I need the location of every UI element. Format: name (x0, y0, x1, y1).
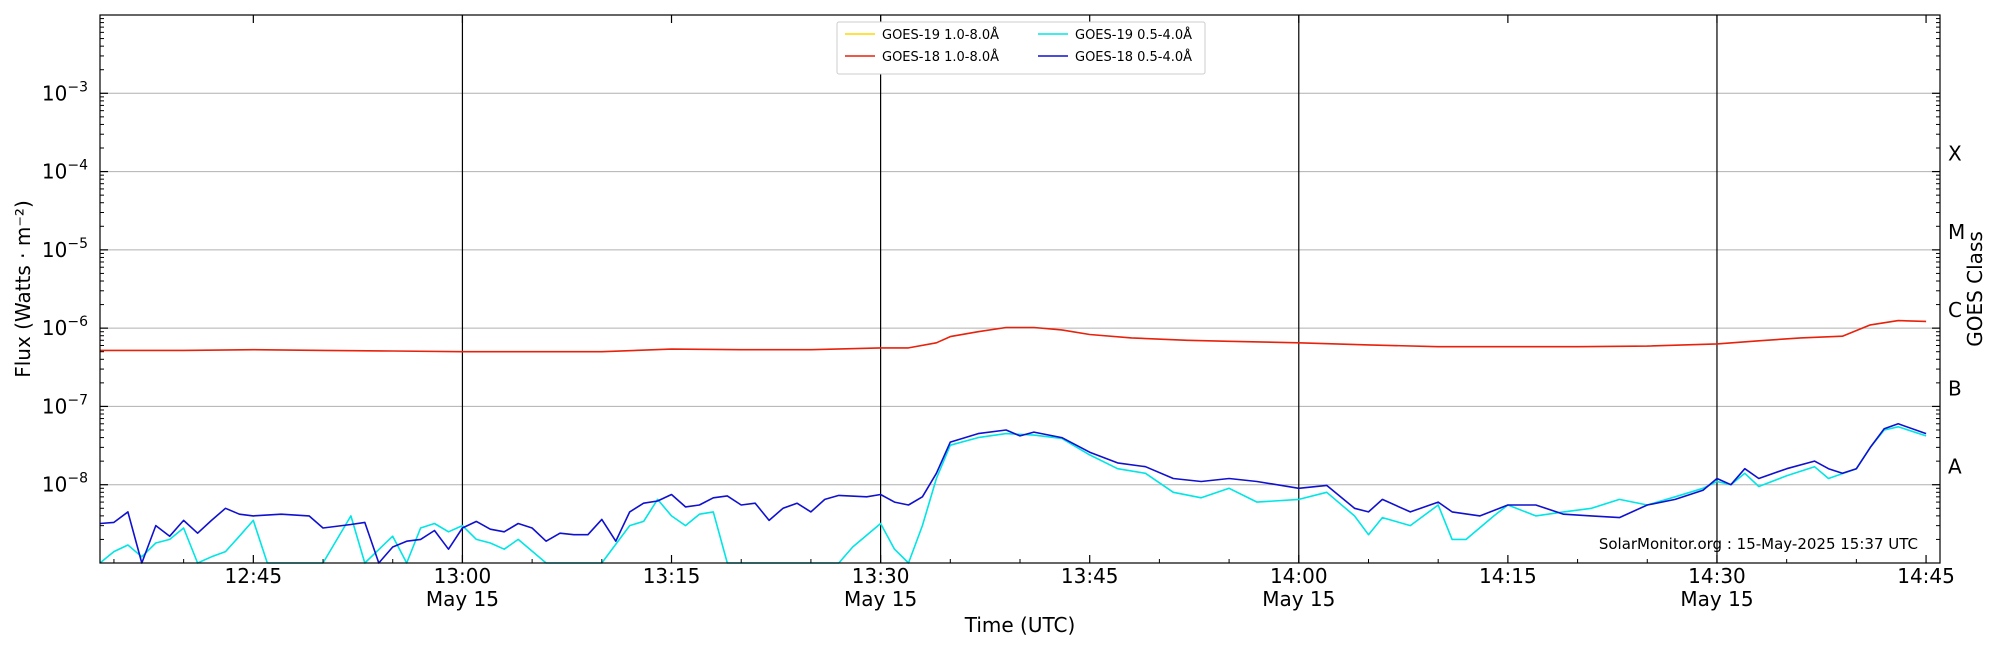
y-tick-label: 10−5 (42, 236, 88, 262)
goes-class-label: A (1948, 455, 1962, 479)
legend-label: GOES-18 0.5-4.0Å (1075, 49, 1192, 65)
y-axis-title: Flux (Watts · m⁻²) (11, 200, 35, 378)
x-tick-label: 14:30 (1688, 564, 1746, 588)
x-tick-date-label: May 15 (1262, 587, 1335, 611)
day-boundary-lines (461, 15, 1718, 563)
x-tick-label: 13:00 (434, 564, 492, 588)
x-tick-label: 14:45 (1897, 564, 1955, 588)
x-tick-label: 14:15 (1479, 564, 1537, 588)
y-tick-base: 10 (42, 473, 67, 497)
y-tick-exponent: −6 (67, 314, 88, 330)
goes-class-label: B (1948, 376, 1962, 400)
legend: GOES-19 1.0-8.0Å GOES-18 1.0-8.0Å GOES-19 … (836, 21, 1206, 75)
goes-class-labels: A B C M X (1948, 142, 1965, 479)
y-tick-exponent: −5 (67, 236, 88, 252)
grid-layer (100, 92, 1940, 486)
y-tick-label: 10−6 (42, 314, 88, 340)
y-tick-exponent: −4 (67, 158, 88, 174)
y-tick-label: 10−3 (42, 79, 88, 105)
x-tick-label: 13:45 (1061, 564, 1119, 588)
legend-label: GOES-19 1.0-8.0Å (882, 27, 999, 43)
right-axis-title: GOES Class (1963, 231, 1987, 347)
plot-frame (99, 14, 1941, 564)
goes-class-label: X (1948, 142, 1962, 166)
legend-label: GOES-18 1.0-8.0Å (882, 49, 999, 65)
y-tick-base: 10 (42, 316, 67, 340)
x-tick-date-label: May 15 (426, 587, 499, 611)
y-axis-ticks: 10−810−710−610−510−410−3 (42, 18, 1940, 540)
goes-class-label: M (1948, 220, 1965, 244)
watermark-annotation: SolarMonitor.org : 15-May-2025 15:37 UTC (1599, 535, 1918, 553)
x-tick-label: 13:15 (643, 564, 701, 588)
x-tick-label: 12:45 (225, 564, 283, 588)
goes-class-label: C (1948, 298, 1962, 322)
y-tick-exponent: −3 (67, 79, 88, 95)
x-axis-title: Time (UTC) (964, 613, 1076, 637)
y-tick-base: 10 (42, 81, 67, 105)
y-tick-base: 10 (42, 160, 67, 184)
x-tick-label: 14:00 (1270, 564, 1328, 588)
y-tick-label: 10−7 (42, 392, 88, 418)
x-tick-date-label: May 15 (1680, 587, 1753, 611)
series-line-1 (100, 319, 1927, 353)
legend-box (836, 21, 1206, 75)
y-tick-base: 10 (42, 394, 67, 418)
y-tick-base: 10 (42, 238, 67, 262)
series-layer (99, 319, 1927, 564)
y-tick-exponent: −8 (67, 471, 88, 487)
legend-label: GOES-19 0.5-4.0Å (1075, 27, 1192, 43)
y-tick-label: 10−8 (42, 471, 88, 497)
y-tick-label: 10−4 (42, 158, 88, 184)
y-tick-exponent: −7 (67, 392, 88, 408)
series-line-3 (99, 422, 1927, 564)
x-tick-date-label: May 15 (844, 587, 917, 611)
x-tick-label: 13:30 (852, 564, 910, 588)
